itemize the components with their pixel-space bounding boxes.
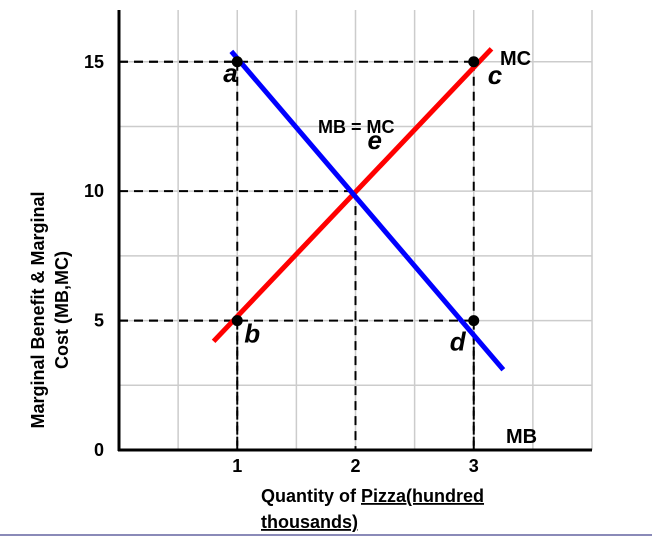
x-axis-label-underlined: Pizza(hundred [361, 486, 484, 506]
series-line-mb [229, 49, 506, 372]
point-label-e: e [368, 125, 382, 155]
y-tick-label: 15 [84, 52, 104, 72]
x-tick-label: 1 [232, 456, 242, 476]
dashed-guide-lines [119, 60, 475, 450]
axes [117, 10, 592, 452]
labeled-points: a b c d e [223, 56, 503, 357]
x-axis-label-line2: thousands) [261, 512, 358, 532]
x-axis-label-prefix: Quantity of [261, 486, 361, 506]
series-label-mb: MB [506, 426, 537, 448]
x-tick-label: 3 [469, 456, 479, 476]
y-tick-label: 5 [94, 311, 104, 331]
point-marker-b [231, 315, 243, 327]
series-label-mc: MC [500, 48, 531, 70]
bottom-rule [0, 534, 652, 536]
point-marker-d [468, 315, 480, 327]
y-tick-label: 10 [84, 181, 104, 201]
point-label-c: c [488, 60, 503, 90]
y-axis-label-line1: Marginal Benefit & Marginal [28, 191, 48, 428]
y-axis-label-line2: Cost (MB,MC) [52, 251, 72, 369]
series-lines [211, 47, 506, 372]
point-label-d: d [450, 327, 467, 357]
point-marker-a [231, 56, 243, 68]
point-label-a: a [223, 58, 237, 88]
tick-labels: 1 2 3 0 5 10 15 [84, 52, 479, 476]
x-axis-label-line1: Quantity of Pizza(hundred [261, 486, 484, 506]
point-marker-c [468, 56, 480, 68]
point-label-b: b [244, 319, 260, 349]
annotation-mb-equals-mc: MB = MC [318, 117, 395, 137]
y-tick-label: 0 [94, 440, 104, 460]
x-tick-label: 2 [350, 456, 360, 476]
